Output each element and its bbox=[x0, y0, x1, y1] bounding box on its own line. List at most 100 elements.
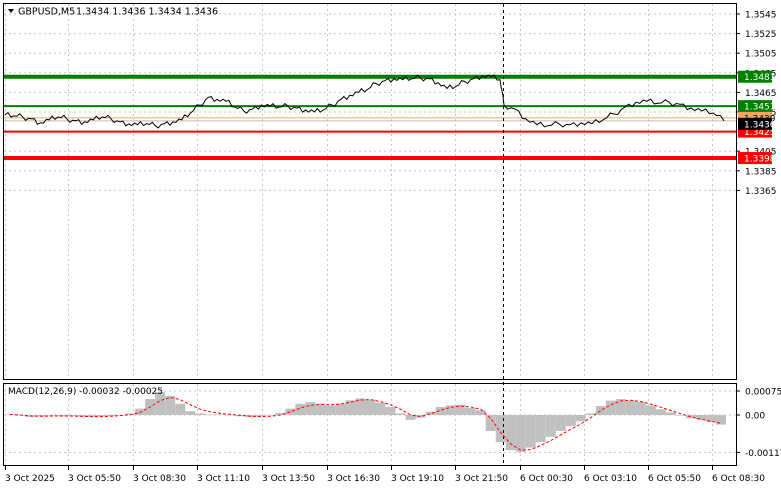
macd-histogram-bar bbox=[535, 415, 546, 443]
price-tick-label: 1.3365 bbox=[745, 187, 777, 197]
macd-histogram-bar bbox=[665, 412, 676, 415]
macd-tick-label: -0.00117 bbox=[745, 449, 781, 459]
macd-histogram-bar bbox=[335, 403, 346, 415]
macd-histogram-bar bbox=[395, 413, 406, 415]
triangle-down-icon[interactable] bbox=[8, 9, 14, 13]
time-tick-label: 3 Oct 08:30 bbox=[133, 474, 186, 484]
price-tick-label: 1.3505 bbox=[745, 50, 777, 60]
macd-histogram-bar bbox=[365, 399, 376, 415]
macd-tick-label: 0.00 bbox=[745, 412, 765, 422]
resistance-2-price-label: 1.3451 bbox=[744, 103, 776, 113]
macd-histogram-bar bbox=[435, 407, 446, 415]
macd-histogram-bar bbox=[555, 415, 566, 431]
macd-histogram-bar bbox=[495, 415, 506, 443]
macd-histogram-bar bbox=[485, 415, 496, 431]
macd-histogram-bar bbox=[175, 403, 186, 415]
macd-histogram-bar bbox=[195, 413, 206, 415]
main-chart-frame bbox=[3, 3, 737, 380]
current-price-label: 1.3436 bbox=[744, 120, 776, 130]
macd-histogram-bar bbox=[615, 399, 626, 415]
macd-histogram-bar bbox=[545, 415, 556, 437]
macd-axis[interactable]: 0.00075 0.00 -0.00117 bbox=[736, 388, 781, 459]
resistance-2-price-label-bg bbox=[738, 100, 772, 113]
macd-histogram-bar bbox=[375, 402, 386, 415]
macd-histogram-bar bbox=[95, 415, 106, 417]
time-axis[interactable]: 3 Oct 2025 3 Oct 05:50 3 Oct 08:30 3 Oct 11… bbox=[5, 465, 765, 484]
time-tick-label: 3 Oct 16:30 bbox=[327, 474, 380, 484]
macd-signal-line bbox=[9, 396, 722, 451]
time-tick-label: 6 Oct 05:50 bbox=[648, 474, 701, 484]
time-tick-label: 3 Oct 13:50 bbox=[262, 474, 315, 484]
time-tick-label: 3 Oct 2025 bbox=[5, 474, 55, 484]
macd-histogram-bar bbox=[215, 414, 226, 415]
bid-ask-lines bbox=[4, 117, 736, 122]
macd-histogram-bar bbox=[305, 402, 316, 415]
time-tick-label: 6 Oct 08:30 bbox=[712, 474, 765, 484]
price-line bbox=[4, 74, 725, 129]
macd-histogram-bar bbox=[675, 415, 686, 416]
macd-histogram-bar bbox=[255, 415, 266, 417]
macd-histogram-bar bbox=[605, 400, 616, 415]
macd-histogram-bar bbox=[585, 413, 596, 415]
level-lines bbox=[4, 74, 736, 161]
macd-frame bbox=[3, 383, 737, 466]
ohlc-values: 1.3434 1.3436 1.3434 1.3436 bbox=[76, 7, 218, 18]
macd-histogram-bar bbox=[325, 405, 336, 415]
macd-histogram-bar bbox=[575, 415, 586, 422]
current-price-label-bg bbox=[738, 117, 772, 130]
macd-histogram-bar bbox=[595, 406, 606, 415]
time-tick-label: 6 Oct 03:10 bbox=[584, 474, 637, 484]
price-tick-label: 1.3525 bbox=[745, 30, 777, 40]
macd-histogram-bar bbox=[635, 402, 646, 415]
macd-histogram-bar bbox=[295, 403, 306, 415]
price-tick-label: 1.3385 bbox=[745, 167, 777, 177]
support-2-price-label: 1.3398 bbox=[744, 155, 776, 165]
macd-histogram-bar bbox=[655, 409, 666, 415]
macd-histogram-bar bbox=[445, 405, 456, 415]
macd-histogram-bar bbox=[415, 415, 426, 418]
macd-histogram-bar bbox=[565, 415, 576, 427]
macd-histogram-bar bbox=[475, 410, 486, 415]
macd-histogram-bar bbox=[205, 414, 216, 415]
time-tick-label: 3 Oct 05:50 bbox=[68, 474, 121, 484]
macd-histogram-bar bbox=[706, 415, 716, 422]
resistance-1-price-label-bg bbox=[738, 70, 772, 83]
macd-histogram-bar bbox=[265, 415, 276, 416]
time-tick-label: 3 Oct 21:50 bbox=[455, 474, 508, 484]
price-tick-label: 1.3545 bbox=[745, 11, 777, 21]
macd-histogram-bar bbox=[35, 415, 45, 417]
macd-histogram-bar bbox=[625, 400, 636, 415]
time-tick-label: 3 Oct 11:10 bbox=[197, 474, 250, 484]
macd-histogram-bar bbox=[455, 404, 466, 415]
macd-tick-label: 0.00075 bbox=[745, 388, 781, 398]
macd-histogram-bar bbox=[315, 403, 326, 415]
macd-histogram-bar bbox=[105, 415, 116, 416]
price-tick-label: 1.3465 bbox=[745, 89, 777, 99]
grid bbox=[4, 4, 736, 465]
time-tick-label: 6 Oct 00:30 bbox=[520, 474, 573, 484]
support-2-price-label-bg bbox=[738, 152, 772, 165]
macd-histogram-bar bbox=[225, 415, 236, 416]
macd-histogram-bar bbox=[716, 415, 726, 425]
macd-histogram-bar bbox=[155, 392, 166, 415]
macd-histogram-bar bbox=[696, 415, 706, 420]
symbol-label: GBPUSD,M5 bbox=[18, 7, 75, 18]
macd-histogram-bar bbox=[525, 415, 536, 448]
macd-histogram-bar bbox=[505, 415, 516, 451]
macd-histogram-bar bbox=[405, 415, 416, 420]
macd-histogram-bar bbox=[165, 395, 176, 415]
macd-histogram-bar bbox=[275, 413, 286, 415]
macd-histogram-bar bbox=[355, 398, 366, 415]
macd-title: MACD(12,26,9) -0.00032 -0.00025 bbox=[8, 387, 163, 397]
macd-histogram-bar bbox=[135, 408, 146, 415]
time-tick-label: 3 Oct 19:10 bbox=[391, 474, 444, 484]
macd-histogram-bar bbox=[385, 407, 396, 415]
price-series bbox=[4, 74, 725, 129]
macd-histogram-bar bbox=[285, 408, 296, 415]
macd-histogram-bar bbox=[685, 415, 696, 419]
macd-histogram-bar bbox=[425, 411, 436, 415]
macd-histogram-bar bbox=[515, 415, 526, 452]
